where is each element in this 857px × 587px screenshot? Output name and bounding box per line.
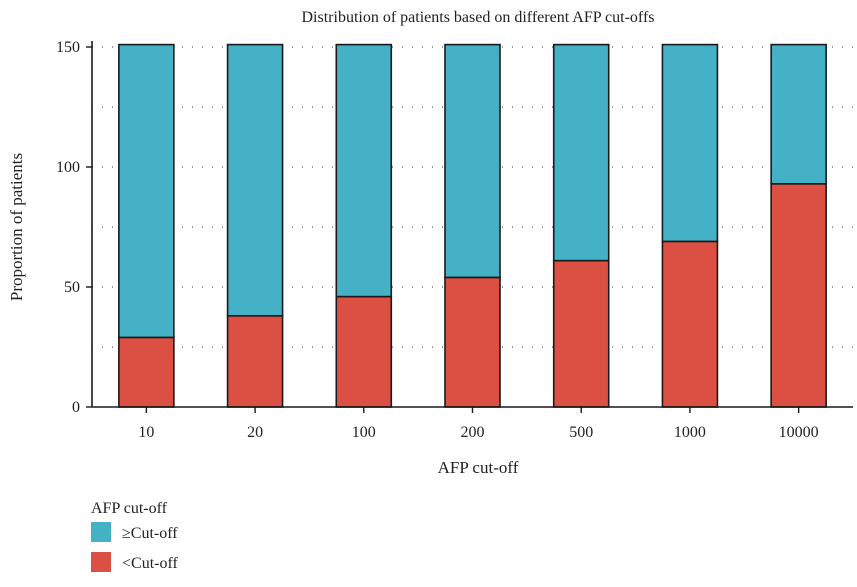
bar-segment <box>770 183 827 408</box>
bar-segment <box>770 43 827 185</box>
x-tick-label: 10 <box>138 424 154 441</box>
x-axis-title: AFP cut-off <box>438 458 519 477</box>
x-tick-label: 100 <box>352 424 376 441</box>
bar-segment <box>118 336 175 408</box>
bar-segment <box>552 259 610 408</box>
legend-swatch <box>91 552 111 572</box>
chart-title: Distribution of patients based on differ… <box>302 9 655 26</box>
y-axis-title: Proportion of patients <box>7 153 26 301</box>
bar-segment <box>661 240 719 408</box>
bar-segment <box>444 43 501 279</box>
bar-segment <box>444 276 501 408</box>
x-tick-label: 1000 <box>674 424 706 441</box>
axes: 0 50 100 150 10 20 100 200 500 1000 10000 <box>56 39 853 441</box>
x-tick-label: 500 <box>569 424 593 441</box>
legend-label: ≥Cut-off <box>122 525 178 542</box>
bar-segment <box>661 43 719 243</box>
y-tick-label: 100 <box>56 159 80 176</box>
bar-segment <box>226 43 284 317</box>
x-tick-label: 10000 <box>779 424 819 441</box>
bar-segment <box>335 43 393 298</box>
bar-segment <box>552 43 610 262</box>
bar-segment <box>118 43 175 339</box>
legend-swatch <box>91 522 111 542</box>
x-tick-label: 200 <box>461 424 485 441</box>
legend-title: AFP cut-off <box>91 500 168 517</box>
y-tick-label: 50 <box>64 279 80 296</box>
legend: AFP cut-off ≥Cut-off <Cut-off <box>91 500 179 572</box>
bar-segment <box>226 314 284 408</box>
x-tick-label: 20 <box>247 424 263 441</box>
bars <box>118 43 827 408</box>
bar-segment <box>335 295 393 408</box>
legend-label: <Cut-off <box>122 555 179 572</box>
y-tick-label: 150 <box>56 39 80 56</box>
y-tick-label: 0 <box>72 399 80 416</box>
